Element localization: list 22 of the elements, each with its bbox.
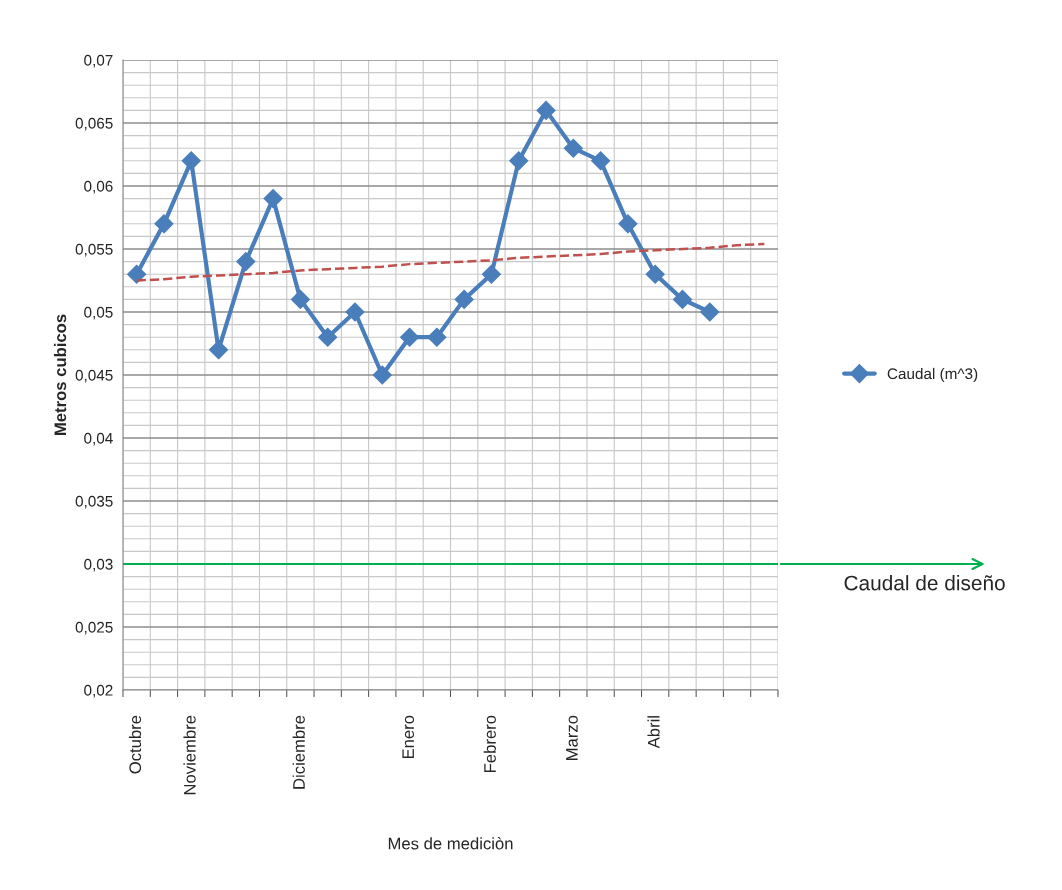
y-tick-label: 0,045 bbox=[75, 369, 113, 383]
x-tick-label: Enero bbox=[402, 715, 415, 759]
y-tick-label: 0,055 bbox=[75, 243, 113, 257]
y-tick-label: 0,06 bbox=[84, 180, 113, 194]
y-tick-label: 0,035 bbox=[75, 495, 113, 509]
x-tick-label: Febrero bbox=[483, 715, 496, 772]
y-tick-label: 0,04 bbox=[84, 432, 113, 446]
legend-label: Caudal (m^3) bbox=[887, 367, 978, 383]
y-tick-label: 0,03 bbox=[84, 558, 113, 572]
x-tick-label: Abril bbox=[647, 716, 660, 749]
y-tick-label: 0,07 bbox=[84, 54, 113, 68]
y-axis-title: Metros cubicos bbox=[53, 314, 67, 436]
y-tick-label: 0,065 bbox=[75, 117, 113, 131]
y-tick-label: 0,02 bbox=[84, 684, 113, 698]
x-tick-label: Marzo bbox=[566, 715, 578, 760]
ref-line-label: Caudal de diseño bbox=[844, 575, 1005, 591]
x-tick-label: Noviembre bbox=[183, 715, 196, 795]
x-axis-title: Mes de mediciòn bbox=[388, 837, 513, 850]
y-tick-label: 0,025 bbox=[75, 621, 113, 635]
x-tick-label: Diciembre bbox=[292, 715, 305, 789]
x-tick-label: Octubre bbox=[128, 715, 142, 774]
y-tick-label: 0,05 bbox=[84, 306, 113, 320]
